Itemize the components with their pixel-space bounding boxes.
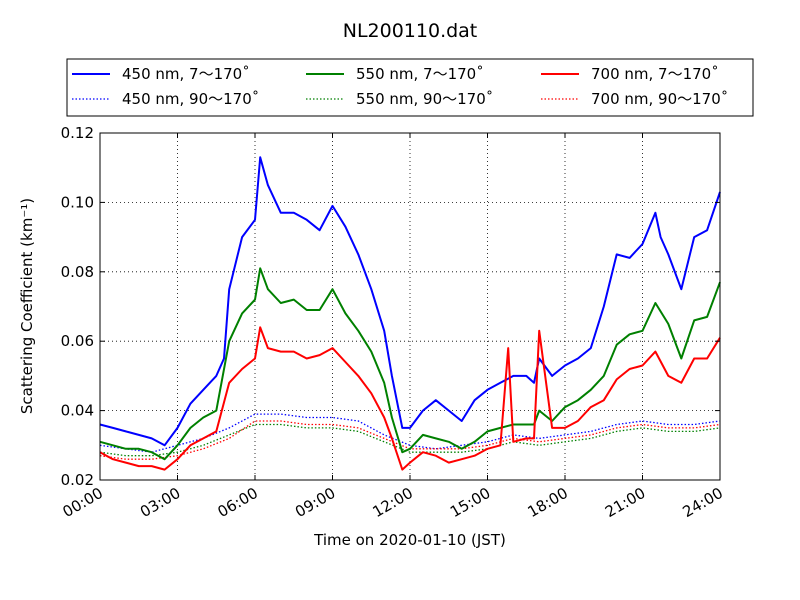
- chart-title: NL200110.dat: [343, 20, 478, 42]
- x-tick-label: 21:00: [602, 484, 648, 521]
- x-tick-label: 15:00: [447, 484, 493, 521]
- legend-label: 450 nm, 90～170˚: [122, 90, 259, 108]
- x-tick-label: 00:00: [60, 484, 106, 521]
- y-tick-label: 0.04: [61, 402, 94, 420]
- legend-label: 550 nm, 7～170˚: [356, 65, 484, 83]
- legend-label: 550 nm, 90～170˚: [356, 90, 493, 108]
- series-line-0: [99, 156, 721, 447]
- legend-box: [66, 58, 754, 117]
- grid-lines: [100, 133, 720, 480]
- y-tick-label: 0.12: [61, 124, 94, 142]
- y-tick-label: 0.06: [61, 332, 94, 350]
- x-tick-label: 24:00: [680, 484, 726, 521]
- x-tick-label: 18:00: [525, 484, 571, 521]
- legend-label: 700 nm, 90～170˚: [591, 90, 728, 108]
- series-line-3: [99, 423, 721, 457]
- series-line-2: [99, 267, 721, 461]
- legend-label: 700 nm, 7～170˚: [591, 65, 719, 83]
- legend: 450 nm, 7～170˚ 450 nm, 90～170˚ 550 nm, 7～1…: [66, 58, 754, 117]
- legend-label: 450 nm, 7～170˚: [122, 65, 250, 83]
- plot-area: 00:00 03:00 06:00 09:00 12:00 15:00 18:00 21:00…: [60, 124, 726, 521]
- y-tick-label: 0.08: [61, 263, 94, 281]
- series-layer: [99, 156, 721, 471]
- y-tick-label: 0.02: [61, 471, 94, 489]
- series-line-4: [99, 326, 721, 471]
- axis-ticks: 00:00 03:00 06:00 09:00 12:00 15:00 18:00 21:00…: [60, 124, 726, 521]
- x-tick-label: 12:00: [370, 484, 416, 521]
- x-axis-label: Time on 2020-01-10 (JST): [313, 531, 506, 549]
- x-tick-label: 03:00: [137, 484, 183, 521]
- x-tick-label: 06:00: [215, 484, 261, 521]
- y-axis-label: Scattering Coefficient (km⁻¹): [18, 198, 36, 414]
- x-tick-label: 09:00: [292, 484, 338, 521]
- y-tick-label: 0.10: [61, 193, 94, 211]
